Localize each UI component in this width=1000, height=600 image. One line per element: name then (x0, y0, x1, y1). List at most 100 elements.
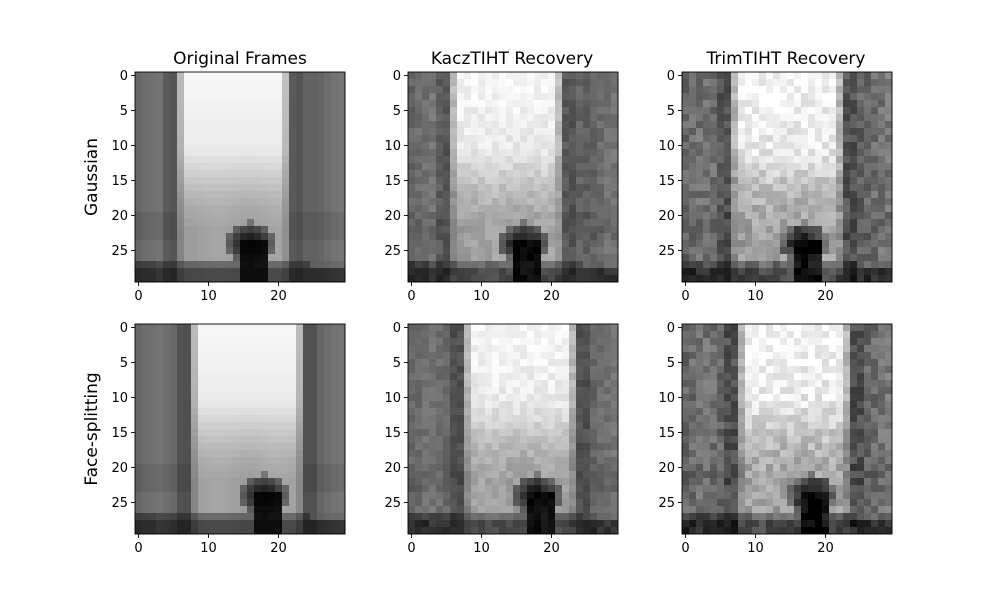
heatmap-cell (219, 184, 227, 192)
heatmap-cell (569, 443, 577, 451)
heatmap-cell (205, 275, 213, 283)
heatmap-cell (436, 345, 444, 353)
heatmap-cell (331, 380, 339, 388)
heatmap-cell (794, 331, 802, 339)
heatmap-cell (555, 240, 563, 248)
heatmap-cell (766, 114, 774, 122)
heatmap-cell (829, 324, 837, 332)
heatmap-cell (247, 450, 255, 458)
heatmap-cell (885, 366, 893, 374)
heatmap-cell (780, 254, 788, 262)
heatmap-cell (268, 261, 276, 269)
heatmap-cell (422, 163, 430, 171)
heatmap-cell (240, 142, 248, 150)
heatmap-cell (233, 156, 241, 164)
heatmap-cell (569, 422, 577, 430)
heatmap-cell (724, 135, 732, 143)
heatmap-cell (226, 457, 234, 465)
heatmap-cell (450, 114, 458, 122)
heatmap-cell (191, 226, 199, 234)
heatmap-cell (836, 86, 844, 94)
heatmap-cell (562, 415, 570, 423)
heatmap-cell (282, 233, 290, 241)
heatmap-cell (871, 261, 879, 269)
heatmap-cell (576, 177, 584, 185)
heatmap-cell (408, 394, 416, 402)
heatmap-cell (548, 177, 556, 185)
heatmap-cell (429, 443, 437, 451)
heatmap-cell (415, 268, 423, 276)
heatmap-cell (815, 72, 823, 80)
heatmap-cell (604, 247, 612, 255)
heatmap-cell (562, 450, 570, 458)
heatmap-cell (219, 128, 227, 136)
heatmap-cell (310, 149, 318, 157)
heatmap-cell (829, 107, 837, 115)
heatmap-cell (857, 205, 865, 213)
heatmap-cell (703, 366, 711, 374)
heatmap-cell (696, 373, 704, 381)
heatmap-cell (331, 457, 339, 465)
heatmap-cell (597, 464, 605, 472)
heatmap-cell (219, 233, 227, 241)
heatmap-cell (198, 415, 206, 423)
heatmap-cell (506, 352, 514, 360)
heatmap-cell (142, 478, 150, 486)
heatmap-cell (184, 520, 192, 528)
heatmap-cell (212, 408, 220, 416)
heatmap-cell (878, 198, 886, 206)
heatmap-cell (289, 149, 297, 157)
heatmap-cell (184, 387, 192, 395)
heatmap-cell (829, 205, 837, 213)
heatmap-cell (682, 387, 690, 395)
heatmap-cell (282, 107, 290, 115)
heatmap-cell (527, 177, 535, 185)
heatmap-cell (331, 345, 339, 353)
heatmap-cell (541, 373, 549, 381)
heatmap-cell (850, 93, 858, 101)
heatmap-cell (184, 128, 192, 136)
heatmap-cell (338, 345, 346, 353)
heatmap-cell (177, 254, 185, 262)
heatmap-cell (527, 506, 535, 514)
heatmap-cell (583, 212, 591, 220)
heatmap-cell (268, 177, 276, 185)
heatmap-cell (745, 100, 753, 108)
heatmap-cell (205, 100, 213, 108)
heatmap-cell (801, 114, 809, 122)
heatmap-cell (878, 401, 886, 409)
heatmap-cell (759, 247, 767, 255)
heatmap-cell (766, 254, 774, 262)
heatmap-cell (464, 436, 472, 444)
heatmap-cell (450, 191, 458, 199)
heatmap-cell (156, 359, 164, 367)
heatmap-cell (611, 219, 619, 227)
heatmap-cell (590, 107, 598, 115)
heatmap-cell (226, 380, 234, 388)
heatmap-cell (541, 450, 549, 458)
heatmap-cell (331, 79, 339, 87)
heatmap-cell (541, 478, 549, 486)
heatmap-cell (268, 170, 276, 178)
heatmap-cell (731, 191, 739, 199)
heatmap-cell (233, 184, 241, 192)
heatmap-cell (808, 380, 816, 388)
heatmap-cell (703, 142, 711, 150)
heatmap-cell (254, 233, 262, 241)
heatmap-cell (843, 93, 851, 101)
heatmap-cell (338, 359, 346, 367)
heatmap-cell (254, 128, 262, 136)
heatmap-cell (787, 233, 795, 241)
heatmap-cell (738, 331, 746, 339)
heatmap-cell (471, 240, 479, 248)
heatmap-cell (499, 219, 507, 227)
heatmap-cell (513, 513, 521, 521)
heatmap-cell (534, 121, 542, 129)
heatmap-cell (275, 422, 283, 430)
heatmap-cell (282, 436, 290, 444)
heatmap-cell (233, 408, 241, 416)
heatmap-cell (261, 485, 269, 493)
heatmap-cell (710, 114, 718, 122)
heatmap-cell (408, 436, 416, 444)
heatmap-cell (205, 261, 213, 269)
